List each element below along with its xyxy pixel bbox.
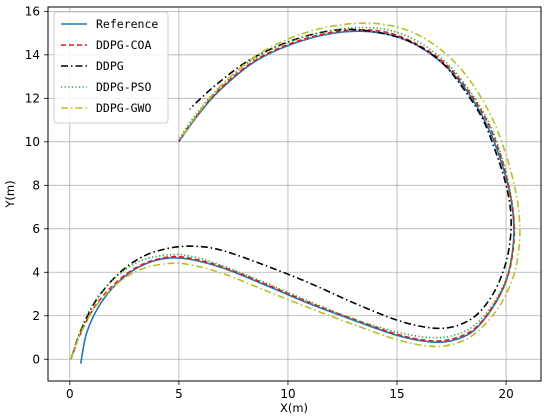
x-tick-label: 0 <box>66 387 74 401</box>
legend: Reference DDPG-COA DDPG DDPG-PSO DDPG-GWO <box>53 11 169 124</box>
legend-label-2: DDPG <box>96 59 124 73</box>
series-lines <box>70 22 521 364</box>
legend-label-4: DDPG-GWO <box>96 101 151 115</box>
x-tick-label: 15 <box>389 387 404 401</box>
y-tick-label: 2 <box>32 309 40 323</box>
x-axis-label: X(m) <box>280 401 308 415</box>
y-tick-label: 14 <box>25 48 40 62</box>
axis-ticks: 0 5 10 15 20 0 2 4 6 8 10 12 14 16 <box>25 4 514 401</box>
legend-label-1: DDPG-COA <box>96 38 151 52</box>
y-tick-label: 10 <box>25 135 40 149</box>
x-tick-label: 5 <box>175 387 183 401</box>
legend-box <box>53 11 169 124</box>
y-tick-label: 12 <box>25 91 40 105</box>
y-tick-label: 0 <box>32 352 40 366</box>
legend-label-3: DDPG-PSO <box>96 80 151 94</box>
y-tick-label: 16 <box>25 4 40 18</box>
y-tick-label: 4 <box>32 265 40 279</box>
legend-label-0: Reference <box>96 17 158 31</box>
plot-frame <box>47 6 542 382</box>
x-tick-label: 10 <box>280 387 295 401</box>
y-tick-label: 6 <box>32 222 40 236</box>
series-line-4 <box>70 22 521 360</box>
series-line-2 <box>70 28 512 360</box>
series-line-1 <box>70 29 516 360</box>
y-axis-label: Y(m) <box>3 180 17 208</box>
y-tick-label: 8 <box>32 178 40 192</box>
x-tick-label: 20 <box>498 387 513 401</box>
